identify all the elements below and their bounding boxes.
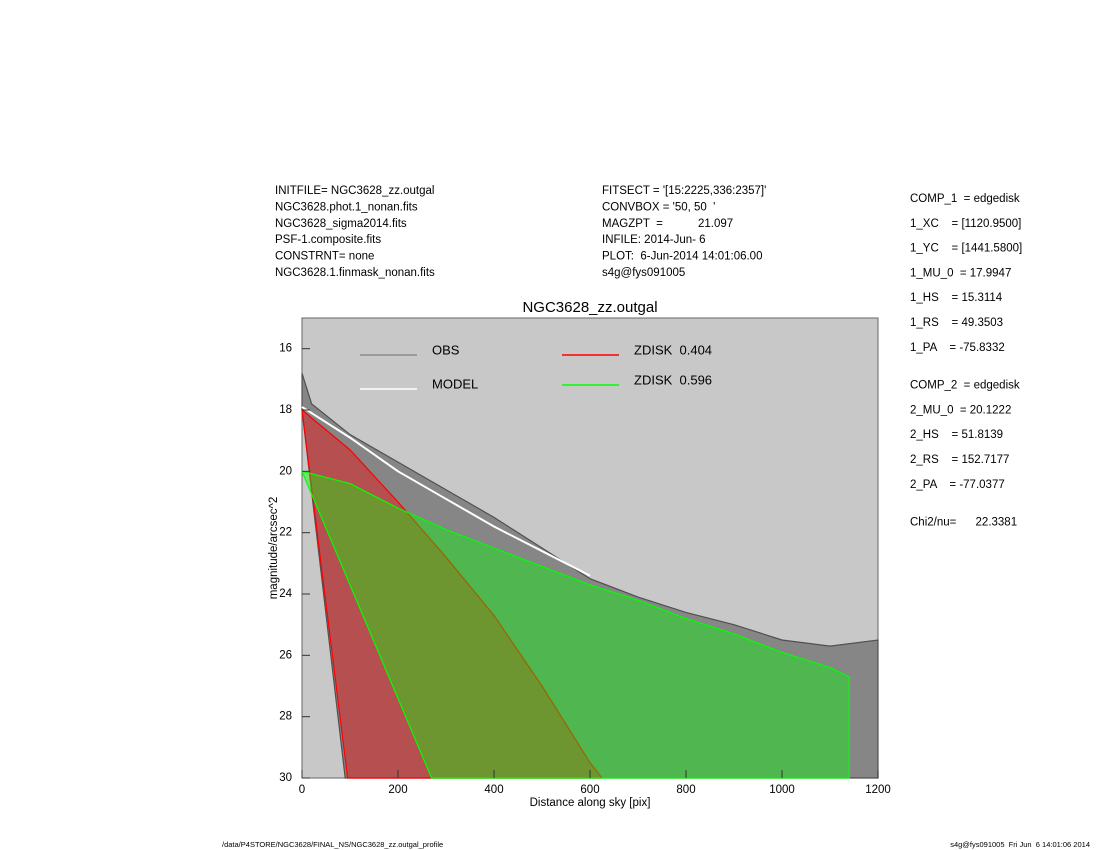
fit-parameter: 1_XC = [1120.9500] bbox=[910, 218, 1021, 230]
x-tick-label: 800 bbox=[676, 784, 695, 796]
x-tick-label: 600 bbox=[580, 784, 599, 796]
fit-parameter: COMP_2 = edgedisk bbox=[910, 380, 1020, 392]
y-tick-label: 18 bbox=[279, 404, 292, 416]
legend-label: OBS bbox=[432, 342, 460, 357]
x-tick-label: 400 bbox=[484, 784, 503, 796]
fit-parameter: 2_MU_0 = 20.1222 bbox=[910, 404, 1011, 416]
x-tick-label: 0 bbox=[299, 784, 305, 796]
fit-parameter: 2_RS = 152.7177 bbox=[910, 454, 1009, 466]
fit-parameter: 1_HS = 15.3114 bbox=[910, 292, 1003, 304]
fit-parameter: 1_RS = 49.3503 bbox=[910, 317, 1003, 329]
header-left-line: NGC3628.1.finmask_nonan.fits bbox=[275, 267, 435, 279]
legend-label: ZDISK 0.404 bbox=[634, 342, 712, 357]
y-tick-label: 16 bbox=[279, 343, 292, 355]
fit-parameter: 1_YC = [1441.5800] bbox=[910, 243, 1022, 255]
y-tick-label: 20 bbox=[279, 465, 292, 477]
fit-parameter: COMP_1 = edgedisk bbox=[910, 193, 1020, 205]
model-line bbox=[301, 406, 591, 577]
x-tick-label: 200 bbox=[388, 784, 407, 796]
fit-parameter: Chi2/nu= 22.3381 bbox=[910, 517, 1017, 529]
x-tick-label: 1000 bbox=[769, 784, 795, 796]
y-tick-label: 26 bbox=[279, 649, 292, 661]
fit-parameter: 1_PA = -75.8332 bbox=[910, 342, 1005, 354]
header-left-line: CONSTRNT= none bbox=[275, 251, 374, 263]
header-left-line: PSF-1.composite.fits bbox=[275, 234, 381, 246]
footer-right: s4g@fys091005 Fri Jun 6 14:01:06 2014 bbox=[950, 840, 1090, 849]
header-middle-line: s4g@fys091005 bbox=[602, 267, 685, 279]
y-tick-label: 24 bbox=[279, 588, 292, 600]
data-cloud bbox=[300, 470, 850, 779]
footer-left: /data/P4STORE/NGC3628/FINAL_NS/NGC3628_z… bbox=[222, 840, 443, 849]
header-middle-line: PLOT: 6-Jun-2014 14:01:06.00 bbox=[602, 251, 762, 263]
x-tick-label: 1200 bbox=[865, 784, 891, 796]
legend-label: ZDISK 0.596 bbox=[634, 372, 712, 387]
header-left-line: INITFILE= NGC3628_zz.outgal bbox=[275, 185, 434, 197]
fit-parameter: 2_HS = 51.8139 bbox=[910, 429, 1003, 441]
header-middle-line: MAGZPT = 21.097 bbox=[602, 218, 733, 230]
header-middle-line: INFILE: 2014-Jun- 6 bbox=[602, 234, 706, 246]
header-left-line: NGC3628_sigma2014.fits bbox=[275, 218, 407, 230]
plot bbox=[300, 373, 879, 779]
header-left-line: NGC3628.phot.1_nonan.fits bbox=[275, 201, 418, 213]
header-middle-line: CONVBOX = '50, 50 ' bbox=[602, 201, 715, 213]
x-axis-label: Distance along sky [pix] bbox=[530, 797, 651, 809]
fit-parameter: 2_PA = -77.0377 bbox=[910, 479, 1005, 491]
y-tick-label: 22 bbox=[279, 527, 292, 539]
y-tick-label: 30 bbox=[279, 772, 292, 784]
fit-parameter: 1_MU_0 = 17.9947 bbox=[910, 267, 1011, 279]
legend-label: MODEL bbox=[432, 376, 478, 391]
y-axis-label: magnitude/arcsec^2 bbox=[268, 497, 280, 600]
header-middle-line: FITSECT = '[15:2225,336:2357]' bbox=[602, 185, 766, 197]
y-tick-label: 28 bbox=[279, 711, 292, 723]
chart-title: NGC3628_zz.outgal bbox=[522, 299, 657, 316]
